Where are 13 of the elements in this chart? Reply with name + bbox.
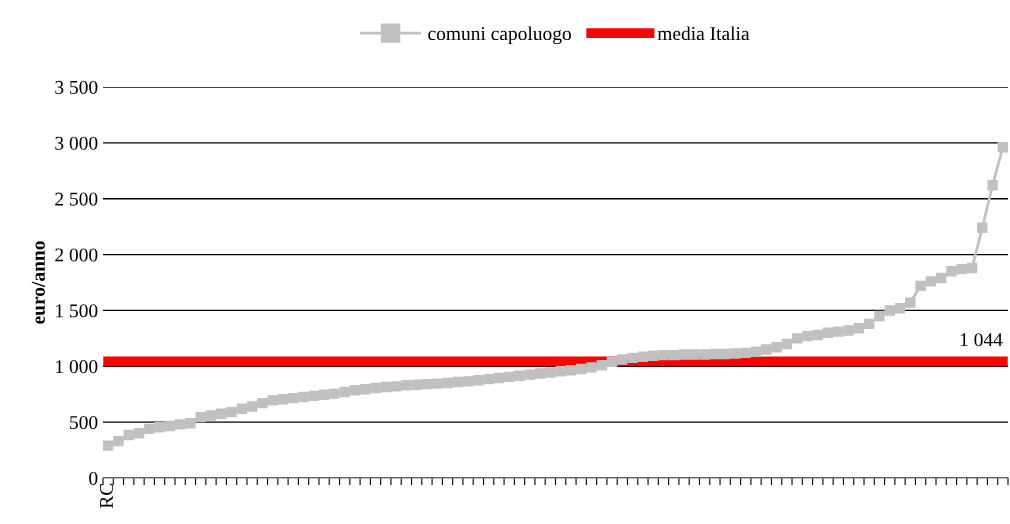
x-tick-label: RC [99, 483, 114, 509]
y-tick-label: 0 [89, 471, 98, 485]
y-tick-label: 500 [70, 415, 98, 430]
y-tick-label: 1 000 [56, 360, 98, 374]
y-tick-label: 3 000 [55, 136, 98, 150]
y-axis-title: euro/anno [31, 241, 45, 324]
legend-label: comuni capoluogo [428, 26, 571, 45]
legend-label: media Italia [657, 26, 750, 41]
y-tick-label: 1 500 [56, 304, 98, 318]
y-tick-label: 3 500 [55, 80, 98, 94]
data-label: 1 044 [960, 333, 1003, 347]
y-tick-label: 2 000 [55, 248, 98, 262]
y-tick-label: 2 500 [55, 192, 98, 206]
